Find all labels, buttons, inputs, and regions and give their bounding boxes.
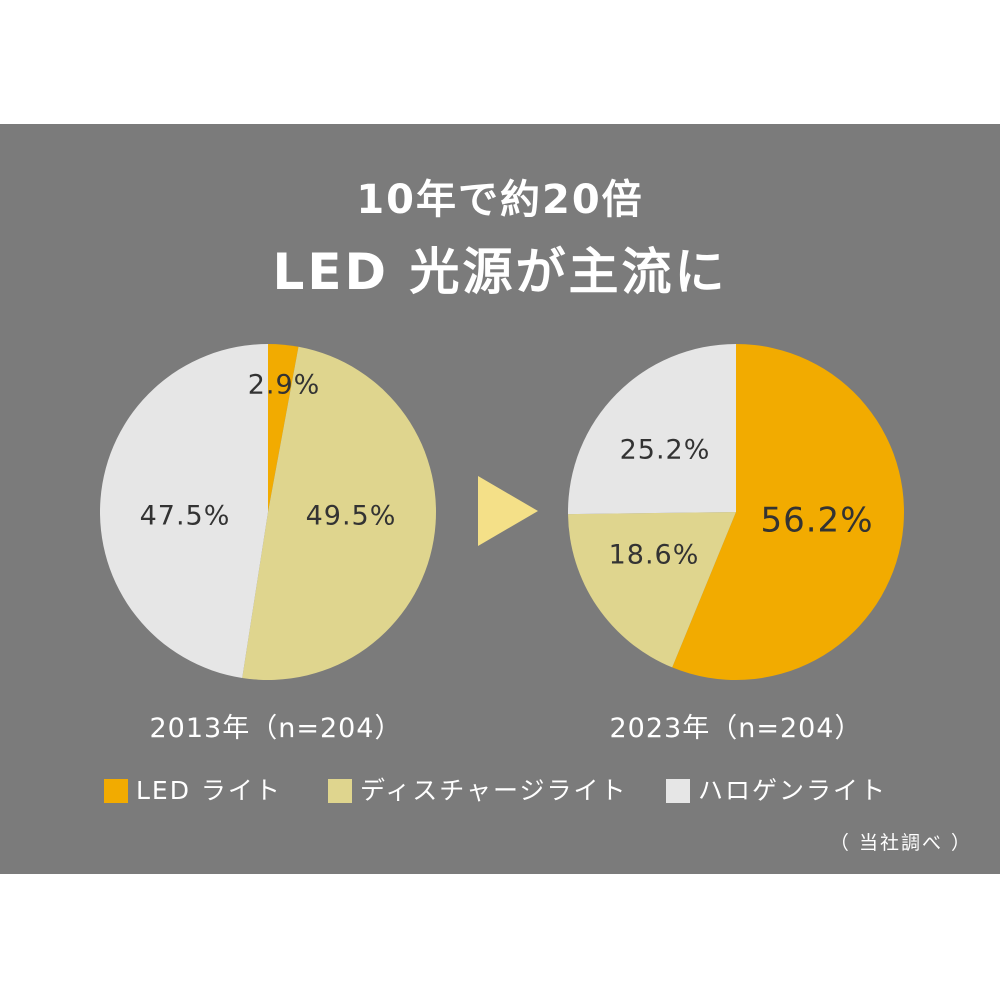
data-label-2013-led: 2.9%: [248, 370, 321, 401]
chart-panel: 10年で約20倍 LED 光源が主流に 2.9% 49.5% 47.5% 56.2%…: [0, 124, 1000, 874]
arrow-icon: [478, 476, 538, 546]
chart-title: 10年で約20倍: [356, 177, 644, 223]
legend-label-led: LED ライト: [136, 776, 282, 805]
legend-label-halogen: ハロゲンライト: [698, 776, 888, 805]
pie-chart-2013: 2.9% 49.5% 47.5%: [99, 344, 437, 681]
year-label-2013: 2013年（n=204）: [149, 713, 403, 744]
pie-slice-2023-discharge: [568, 512, 736, 668]
source-note: （ 当社調べ ）: [829, 832, 972, 854]
legend-swatch-halogen: [666, 779, 690, 803]
data-label-2013-discharge: 49.5%: [306, 501, 397, 532]
data-label-2023-led: 56.2%: [760, 501, 873, 541]
pie-slice-2023-led: [672, 344, 904, 680]
chart-subtitle: LED 光源が主流に: [272, 243, 728, 301]
legend-item-led: LED ライト: [104, 774, 282, 808]
data-label-2013-halogen: 47.5%: [140, 501, 231, 532]
legend-swatch-discharge: [328, 779, 352, 803]
pie-slice-2013-discharge: [242, 346, 437, 681]
legend-item-halogen: ハロゲンライト: [666, 774, 887, 808]
data-label-2023-halogen: 25.2%: [620, 435, 711, 466]
data-label-2023-discharge: 18.6%: [609, 540, 700, 571]
pie-chart-2023: 56.2% 18.6% 25.2%: [568, 344, 904, 680]
year-label-2023: 2023年（n=204）: [609, 713, 863, 744]
pie-slice-2023-halogen: [568, 344, 736, 515]
legend-item-discharge: ディスチャージライト: [328, 774, 628, 808]
pie-charts: 2.9% 49.5% 47.5% 56.2% 18.6% 25.2%: [99, 344, 904, 681]
legend: LED ライト ディスチャージライト ハロゲンライト: [0, 774, 1000, 810]
pie-slice-2013-led: [268, 344, 299, 512]
legend-label-discharge: ディスチャージライト: [360, 776, 628, 805]
legend-swatch-led: [104, 779, 128, 803]
pie-slice-2013-halogen: [99, 344, 268, 679]
